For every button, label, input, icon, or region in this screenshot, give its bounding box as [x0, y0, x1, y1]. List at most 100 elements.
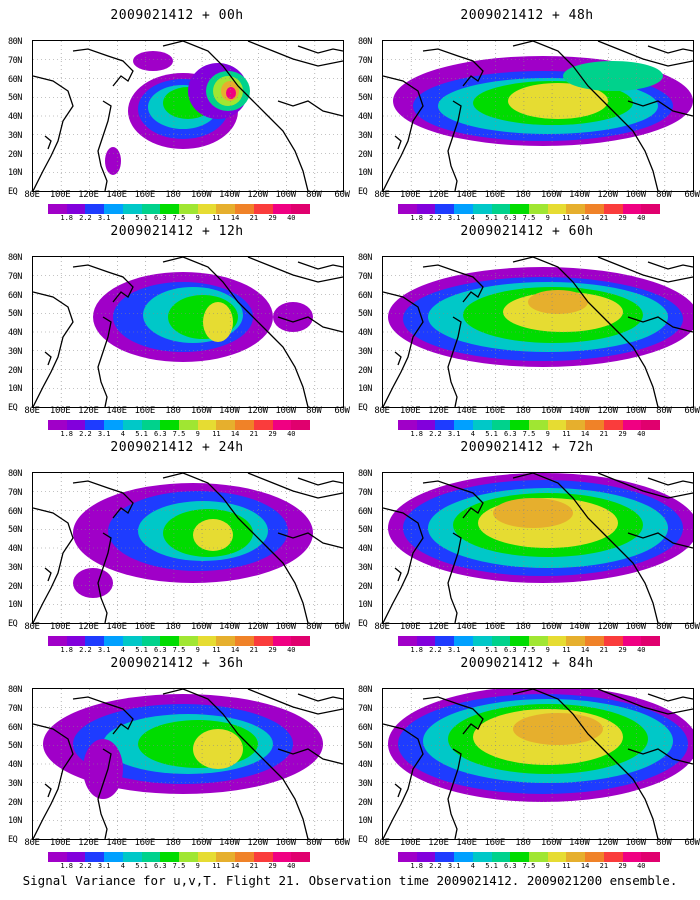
lon-tick-label: 160W [540, 838, 562, 848]
lat-tick-label: 30N [358, 130, 372, 141]
lat-tick-label: 20N [358, 365, 372, 376]
lat-tick-label: 80N [358, 685, 372, 695]
lat-tick-label: 10N [8, 384, 22, 395]
colorbar-tick-label: 6.3 [503, 646, 517, 654]
colorbar-swatch [291, 420, 311, 430]
colorbar-swatch [160, 204, 180, 214]
colorbar-swatch [491, 852, 511, 862]
colorbar-tick-label: 4 [120, 862, 125, 870]
colorbar-swatch [216, 636, 236, 646]
lat-tick-label: 10N [358, 384, 372, 395]
colorbar-swatch [291, 852, 311, 862]
forecast-panel-24h: 2009021412 + 24h 80N 70N 60N 50N 40N 30N 20N 10N… [8, 440, 350, 654]
colorbar-swatch [435, 636, 455, 646]
lon-tick-label: 80W [306, 406, 322, 416]
colorbar-swatch [66, 852, 86, 862]
lon-tick-label: 160E [134, 622, 155, 632]
lon-tick-label: 120E [78, 622, 99, 632]
lat-tick-label: 40N [358, 760, 372, 770]
colorbar-tick-label: 6.3 [503, 862, 517, 870]
colorbar-tick-label: 2.2 [79, 430, 92, 438]
colorbar-swatch [510, 204, 530, 214]
lon-tick-label: 100W [275, 838, 296, 848]
colorbar-tick-label: 1.8 [60, 430, 74, 438]
lon-tick-label: 140E [106, 406, 127, 416]
lat-tick-label: EQ [358, 403, 368, 413]
lat-tick-label: 40N [358, 328, 372, 338]
colorbar-swatch [272, 852, 292, 862]
lon-tick-label: 160W [190, 838, 212, 848]
map-plot-area [32, 688, 344, 840]
lon-tick-label: 140W [219, 190, 240, 200]
lat-tick-label: 60N [358, 506, 372, 517]
lat-tick-label: 70N [8, 55, 22, 66]
lon-tick-label: 120E [428, 838, 449, 848]
variance-contour [493, 498, 573, 528]
colorbar-swatch [491, 636, 511, 646]
lon-tick-label: 120E [78, 406, 99, 416]
colorbar-tick-label: 7.5 [522, 646, 536, 654]
lat-tick-label: 60N [358, 74, 372, 85]
colorbar-tick-label: 1.8 [60, 646, 74, 654]
colorbar-tick-label: 7.5 [172, 430, 186, 438]
colorbar-swatch [603, 204, 623, 214]
lon-tick-label: 160W [190, 622, 212, 632]
lon-tick-label: 120W [597, 190, 618, 200]
colorbar-swatch [104, 204, 123, 214]
lon-tick-label: 100E [399, 406, 421, 416]
colorbar-legend [398, 420, 661, 430]
lon-tick-label: 140W [569, 190, 590, 200]
colorbar-swatch [197, 852, 217, 862]
colorbar-tick-label: 40 [287, 430, 296, 438]
lat-tick-label: 40N [358, 544, 372, 554]
colorbar-swatch [585, 420, 604, 430]
colorbar-swatch [235, 636, 254, 646]
lon-tick-label: 180 [165, 622, 181, 632]
colorbar-swatch [622, 420, 642, 430]
lat-tick-label: 10N [358, 816, 372, 827]
forecast-panel-12h: 2009021412 + 12h 80N 70N 60N 50N 40N 30N 20N 10N… [8, 224, 350, 438]
lon-tick-label: 160E [484, 190, 505, 200]
colorbar-swatch [48, 420, 67, 430]
panel-title: 2009021412 + 84h [460, 656, 594, 671]
colorbar-swatch [66, 420, 86, 430]
lon-tick-label: 60W [334, 406, 350, 416]
lat-tick-label: 60N [358, 290, 372, 301]
colorbar-tick-label: 29 [268, 214, 277, 222]
map-plot-area [382, 256, 694, 408]
lon-tick-label: 140E [106, 838, 127, 848]
colorbar-swatch [253, 420, 273, 430]
colorbar-swatch [435, 852, 455, 862]
lon-tick-label: 100E [399, 190, 421, 200]
lon-tick-label: 80W [306, 622, 322, 632]
lat-tick-label: 10N [8, 168, 22, 179]
colorbar-swatch [104, 420, 123, 430]
colorbar-swatch [472, 852, 492, 862]
colorbar-swatch [566, 420, 586, 430]
lat-tick-label: 30N [8, 778, 22, 789]
panel-title: 2009021412 + 12h [110, 224, 244, 239]
colorbar-swatch [291, 636, 311, 646]
colorbar-swatch [529, 852, 548, 862]
colorbar-legend [398, 636, 661, 646]
lon-tick-label: 120E [78, 838, 99, 848]
colorbar-swatch [122, 420, 142, 430]
colorbar-tick-label: 2.2 [79, 646, 92, 654]
lon-tick-label: 160W [190, 406, 212, 416]
colorbar-swatch [566, 852, 586, 862]
colorbar-swatch [416, 420, 436, 430]
lat-tick-label: 70N [358, 271, 372, 282]
colorbar-tick-label: 11 [562, 646, 571, 654]
colorbar-tick-label: 14 [580, 430, 590, 438]
lat-tick-label: 50N [358, 93, 372, 104]
colorbar-swatch [66, 636, 86, 646]
lat-tick-label: 30N [358, 778, 372, 789]
lat-tick-label: 50N [358, 741, 372, 752]
variance-contour [83, 739, 123, 799]
lon-tick-label: 180 [165, 190, 181, 200]
colorbar-tick-label: 29 [618, 214, 627, 222]
colorbar-tick-label: 3.1 [447, 214, 461, 222]
colorbar-swatch [85, 636, 105, 646]
map-plot-area [32, 256, 344, 408]
colorbar-tick-label: 11 [212, 646, 221, 654]
